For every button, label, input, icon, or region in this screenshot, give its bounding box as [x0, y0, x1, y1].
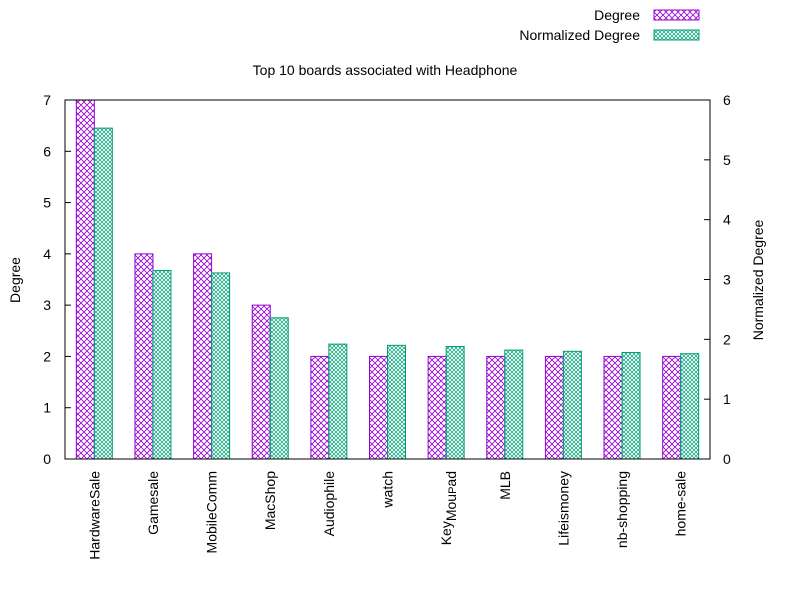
legend-label: Degree [594, 7, 640, 23]
bar-normalized-Gamesale [152, 270, 172, 460]
category-label: KeyMouPad [438, 471, 459, 545]
category-label: nb-shopping [614, 471, 630, 548]
y-tick-label: 0 [43, 451, 51, 467]
category-label: MobileComm [204, 471, 220, 553]
bar-degree-HardwareSale [75, 99, 95, 460]
category-label: Gamesale [145, 471, 161, 535]
category-label: MacShop [262, 471, 278, 530]
y-axis-label: Degree [7, 257, 23, 303]
category-label: HardwareSale [86, 471, 102, 560]
bar-normalized-KeyMouPad [445, 346, 465, 460]
category-label: home-sale [673, 471, 689, 537]
y2-tick-label: 5 [723, 152, 731, 168]
bar-degree-nb-shopping [603, 355, 623, 460]
category-label: watch [380, 471, 396, 509]
y-tick-label: 4 [43, 246, 51, 262]
legend-label: Normalized Degree [519, 27, 640, 43]
y2-tick-label: 6 [723, 92, 731, 108]
legend: Degree Normalized Degree [519, 7, 700, 43]
y-tick-label: 3 [43, 297, 51, 313]
bar-normalized-nb-shopping [621, 351, 641, 460]
category-label: Lifeismoney [555, 471, 571, 546]
category-label: Audiophile [321, 471, 337, 537]
bar-degree-KeyMouPad [427, 355, 447, 460]
bar-normalized-Audiophile [328, 343, 348, 460]
y2-axis-label: Normalized Degree [750, 219, 766, 340]
bar-degree-watch [369, 355, 388, 460]
bar-degree-home-sale [662, 355, 682, 460]
y-tick-label: 2 [43, 348, 51, 364]
legend-swatch [653, 9, 700, 21]
bar-degree-MacShop [251, 304, 271, 460]
bar-normalized-MobileComm [211, 272, 231, 460]
axes: 0 1 2 3 4 5 6 7 0 1 2 3 4 5 6 HardwareSale Gamesale Mobil… [43, 92, 731, 560]
y2-tick-label: 0 [723, 451, 731, 467]
y2-tick-label: 3 [723, 272, 731, 288]
y-tick-label: 1 [43, 400, 51, 416]
bar-normalized-Lifeismoney [562, 350, 582, 460]
bar-normalized-HardwareSale [93, 127, 113, 460]
bar-degree-Lifeismoney [544, 355, 564, 460]
bar-normalized-home-sale [680, 353, 700, 460]
bar-degree-MobileComm [193, 253, 213, 460]
category-label: MLB [497, 471, 513, 500]
bar-normalized-watch [387, 344, 406, 460]
bars [75, 99, 700, 460]
y2-tick-label: 1 [723, 391, 731, 407]
y-tick-label: 6 [43, 143, 51, 159]
bar-degree-Gamesale [134, 253, 154, 460]
bar-degree-MLB [486, 355, 506, 460]
y2-tick-label: 2 [723, 331, 731, 347]
chart-title: Top 10 boards associated with Headphone [253, 62, 518, 78]
y-tick-label: 7 [43, 92, 51, 108]
y2-tick-label: 4 [723, 212, 731, 228]
y-tick-label: 5 [43, 195, 51, 211]
bar-normalized-MLB [504, 349, 524, 460]
legend-swatch [653, 29, 700, 41]
bar-degree-Audiophile [310, 355, 330, 460]
bar-normalized-MacShop [269, 317, 289, 460]
